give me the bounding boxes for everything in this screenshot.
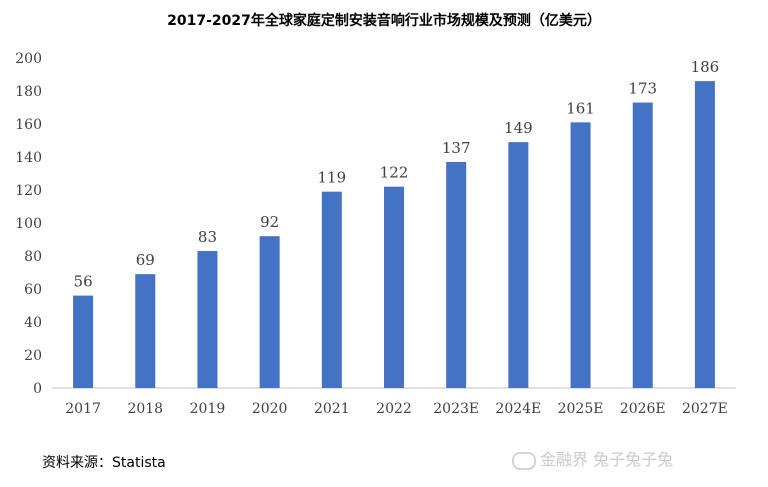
y-tick-label: 60 — [24, 282, 42, 298]
source-note: 资料来源：Statista — [42, 455, 166, 471]
x-tick-label: 2023E — [433, 401, 479, 417]
data-label: 83 — [198, 228, 217, 246]
x-tick-label: 2025E — [558, 401, 604, 417]
bar — [446, 161, 467, 388]
x-tick-label: 2017 — [65, 401, 101, 417]
bar — [73, 295, 94, 388]
bar — [321, 191, 342, 388]
y-tick-label: 100 — [15, 216, 42, 232]
watermark: 金融界 兔子兔子兔 — [512, 446, 673, 470]
x-tick-label: 2019 — [190, 401, 226, 417]
data-label: 186 — [691, 58, 720, 76]
y-tick-label: 200 — [15, 51, 42, 67]
x-tick-label: 2018 — [127, 401, 163, 417]
y-tick-label: 120 — [15, 183, 42, 199]
x-tick-label: 2027E — [682, 401, 728, 417]
bar — [508, 142, 529, 388]
bar — [632, 102, 653, 389]
data-label: 119 — [317, 169, 346, 187]
bar — [135, 274, 156, 388]
y-tick-label: 40 — [24, 315, 42, 331]
data-label: 173 — [628, 80, 657, 98]
y-tick-label: 0 — [33, 381, 42, 397]
bar — [694, 81, 715, 388]
watermark-text: 金融界 兔子兔子兔 — [540, 450, 674, 469]
bar — [570, 122, 591, 388]
bar — [384, 186, 404, 388]
chart-title: 2017-2027年全球家庭定制安装音响行业市场规模及预测（亿美元） — [167, 13, 601, 29]
data-label: 149 — [504, 119, 533, 137]
y-tick-label: 80 — [24, 249, 42, 265]
y-tick-label: 20 — [24, 348, 42, 364]
data-label: 92 — [260, 213, 279, 231]
y-tick-label: 160 — [15, 117, 42, 133]
data-label: 69 — [136, 251, 155, 269]
y-tick-label: 140 — [15, 150, 42, 166]
wechat-icon — [512, 451, 536, 470]
x-tick-label: 2024E — [495, 401, 541, 417]
x-tick-label: 2026E — [620, 401, 666, 417]
data-label: 161 — [566, 99, 595, 117]
x-tick-label: 2021 — [314, 401, 350, 417]
data-label: 56 — [74, 273, 93, 291]
data-label: 122 — [380, 164, 409, 182]
x-tick-label: 2022 — [376, 401, 412, 417]
data-label: 137 — [442, 139, 471, 157]
bar — [197, 251, 218, 388]
bar — [259, 236, 280, 388]
x-tick-label: 2020 — [252, 401, 288, 417]
y-tick-label: 180 — [15, 84, 42, 100]
